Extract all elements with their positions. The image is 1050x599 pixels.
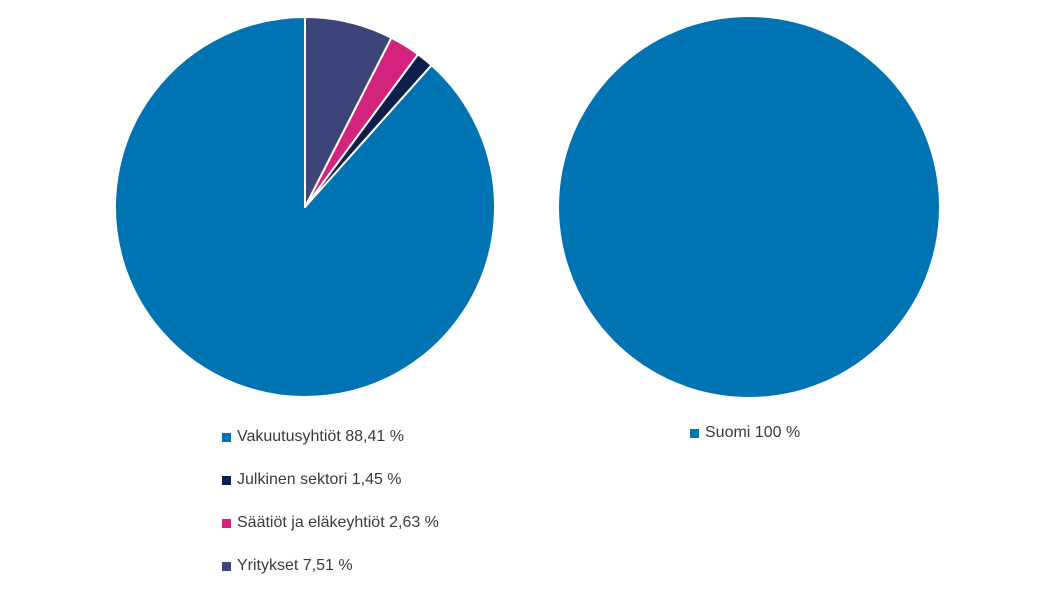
legend-item-suomi: Suomi 100 %: [690, 423, 800, 443]
legend-label: Julkinen sektori 1,45 %: [237, 471, 402, 488]
legend-swatch: [222, 475, 231, 485]
pie-slice-yritykset: [304, 16, 393, 208]
legend-item-vakuutusyhtiot: Vakuutusyhtiöt 88,41 %: [222, 427, 439, 447]
legend-label: Vakuutusyhtiöt 88,41 %: [237, 428, 404, 445]
legend-country: Suomi 100 %: [690, 423, 800, 466]
legend-item-yritykset: Yritykset 7,51 %: [222, 556, 439, 576]
legend-swatch: [690, 428, 699, 438]
legend-item-julkinen-sektori: Julkinen sektori 1,45 %: [222, 470, 439, 490]
legend-swatch: [222, 518, 231, 528]
pie-slice-suomi: [559, 17, 939, 397]
legend-label: Suomi 100 %: [705, 424, 801, 441]
pie-chart-ownership-by-sector: [113, 16, 496, 398]
legend-swatch: [222, 561, 231, 571]
legend-swatch: [222, 432, 231, 442]
pie-chart-ownership-by-country: [559, 17, 939, 397]
legend-item-saatiot-ja-elakeyhtiot: Säätiöt ja eläkeyhtiöt 2,63 %: [222, 513, 439, 533]
legend-label: Säätiöt ja eläkeyhtiöt 2,63 %: [237, 514, 439, 531]
legend-sector: Vakuutusyhtiöt 88,41 % Julkinen sektori 1…: [222, 427, 439, 599]
legend-label: Yritykset 7,51 %: [237, 557, 353, 574]
